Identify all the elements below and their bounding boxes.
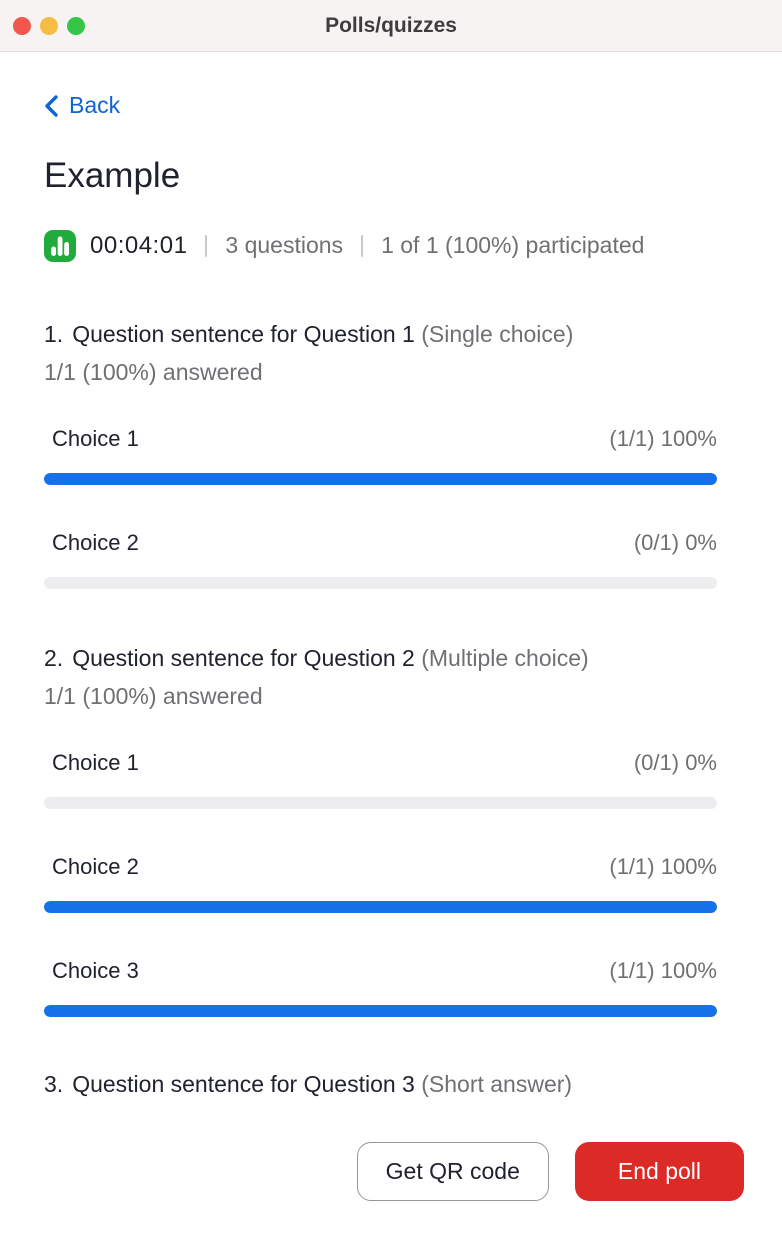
back-button[interactable]: Back (44, 92, 120, 119)
choice-result: Choice 1 (0/1) 0% (44, 749, 717, 809)
window-titlebar: Polls/quizzes (0, 0, 782, 52)
end-poll-button[interactable]: End poll (574, 1142, 744, 1201)
question-text: Question sentence for Question 3 (72, 1070, 415, 1097)
question-number: 3. (44, 1070, 64, 1097)
choice-label: Choice 3 (52, 957, 139, 983)
close-window-button[interactable] (13, 16, 31, 35)
question-number: 1. (44, 320, 64, 347)
choice-progress-fill (44, 900, 717, 913)
choice-progress-fill (44, 472, 717, 485)
back-label: Back (69, 92, 121, 118)
choice-result: Choice 2 (1/1) 100% (44, 853, 717, 913)
question-type: (Single choice) (421, 320, 574, 347)
choice-stat: (1/1) 100% (609, 957, 717, 983)
choice-progress-track (44, 900, 717, 913)
page-title: Example (44, 155, 181, 195)
choice-progress-track (44, 796, 717, 809)
choice-label: Choice 1 (52, 749, 139, 775)
choice-progress-track (44, 472, 717, 485)
question-block-1: 1. Question sentence for Question 1 (Sing… (44, 319, 717, 589)
question-type: (Short answer) (421, 1070, 573, 1097)
choice-label: Choice 2 (52, 529, 139, 555)
window-title: Polls/quizzes (325, 13, 457, 37)
question-heading: 1. Question sentence for Question 1 (Sing… (44, 319, 717, 349)
choice-stat: (1/1) 100% (609, 425, 717, 451)
divider (205, 234, 208, 257)
choice-label: Choice 2 (52, 853, 139, 879)
question-block-2: 2. Question sentence for Question 2 (Mult… (44, 643, 717, 1017)
question-text: Question sentence for Question 1 (72, 320, 415, 347)
answered-summary: 1/1 (100%) answered (44, 358, 263, 385)
question-block-3: 3. Question sentence for Question 3 (Shor… (44, 1069, 717, 1099)
participation-summary: 1 of 1 (100%) participated (381, 232, 645, 258)
question-heading: 2. Question sentence for Question 2 (Mult… (44, 643, 717, 673)
traffic-lights (13, 0, 85, 51)
choice-stat: (1/1) 100% (609, 853, 717, 879)
question-heading: 3. Question sentence for Question 3 (Shor… (44, 1069, 717, 1099)
chevron-left-icon (45, 94, 58, 117)
choice-stat: (0/1) 0% (633, 749, 717, 775)
choice-stat: (0/1) 0% (633, 529, 717, 555)
zoom-window-button[interactable] (67, 16, 85, 35)
questions-count: 3 questions (225, 232, 344, 258)
choice-progress-track (44, 1004, 717, 1017)
choice-result: Choice 3 (1/1) 100% (44, 957, 717, 1017)
answered-summary: 1/1 (100%) answered (44, 682, 263, 709)
poll-timer: 00:04:01 (90, 231, 188, 259)
poll-bar-chart-icon (44, 229, 76, 262)
question-text: Question sentence for Question 2 (72, 644, 415, 671)
get-qr-code-button[interactable]: Get QR code (356, 1142, 549, 1201)
question-type: (Multiple choice) (421, 644, 589, 671)
choice-result: Choice 2 (0/1) 0% (44, 529, 717, 589)
choice-progress-track (44, 576, 717, 589)
choice-result: Choice 1 (1/1) 100% (44, 425, 717, 485)
poll-status-row: 00:04:01 3 questions 1 of 1 (100%) parti… (44, 229, 717, 263)
minimize-window-button[interactable] (40, 16, 58, 35)
footer-actions: Get QR code End poll (356, 1142, 744, 1201)
choice-label: Choice 1 (52, 425, 139, 451)
question-number: 2. (44, 644, 64, 671)
choice-progress-fill (44, 1004, 717, 1017)
divider (361, 234, 364, 257)
